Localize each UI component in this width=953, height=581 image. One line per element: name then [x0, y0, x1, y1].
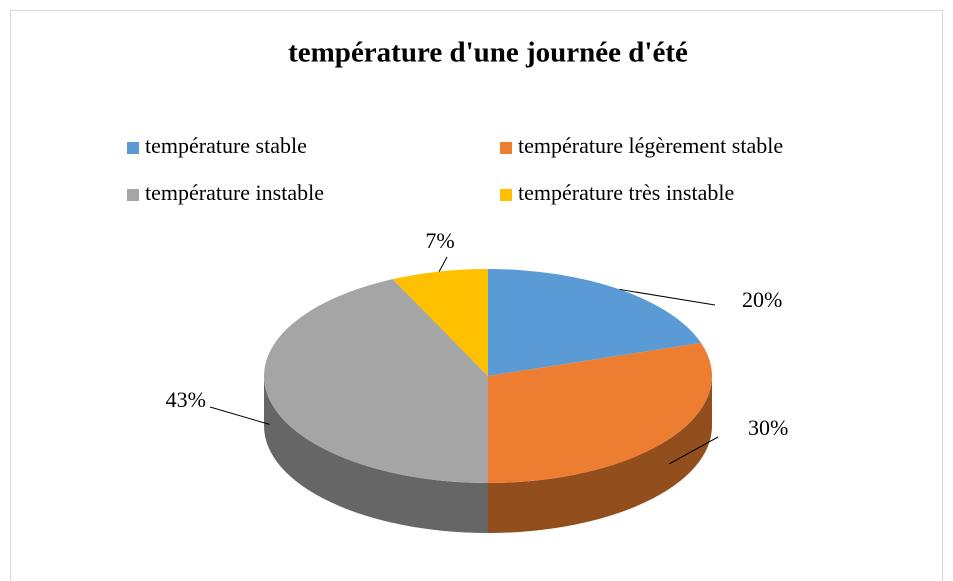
pie-slice: [392, 269, 488, 376]
legend-swatch: [127, 189, 139, 201]
leader-line: [619, 288, 716, 306]
leader-line: [438, 256, 448, 272]
legend-label: température très instable: [518, 180, 734, 205]
pie-slice: [488, 342, 712, 483]
chart-title: température d'une journée d'été: [288, 37, 688, 69]
legend-label: température stable: [145, 133, 307, 158]
data-label: 7%: [425, 228, 454, 253]
leader-line: [668, 436, 719, 465]
pie-side: [488, 376, 712, 533]
legend-label: température instable: [145, 180, 324, 205]
legend-swatch: [127, 142, 139, 154]
legend-swatch: [500, 189, 512, 201]
data-label: 30%: [748, 415, 788, 440]
pie-slice: [488, 269, 702, 376]
data-label: 43%: [166, 387, 206, 412]
legend-label: température légèrement stable: [518, 133, 783, 158]
pie-slice: [264, 279, 488, 483]
data-label: 20%: [742, 287, 782, 312]
pie-side: [264, 376, 488, 533]
legend-swatch: [500, 142, 512, 154]
leader-line: [209, 406, 270, 425]
